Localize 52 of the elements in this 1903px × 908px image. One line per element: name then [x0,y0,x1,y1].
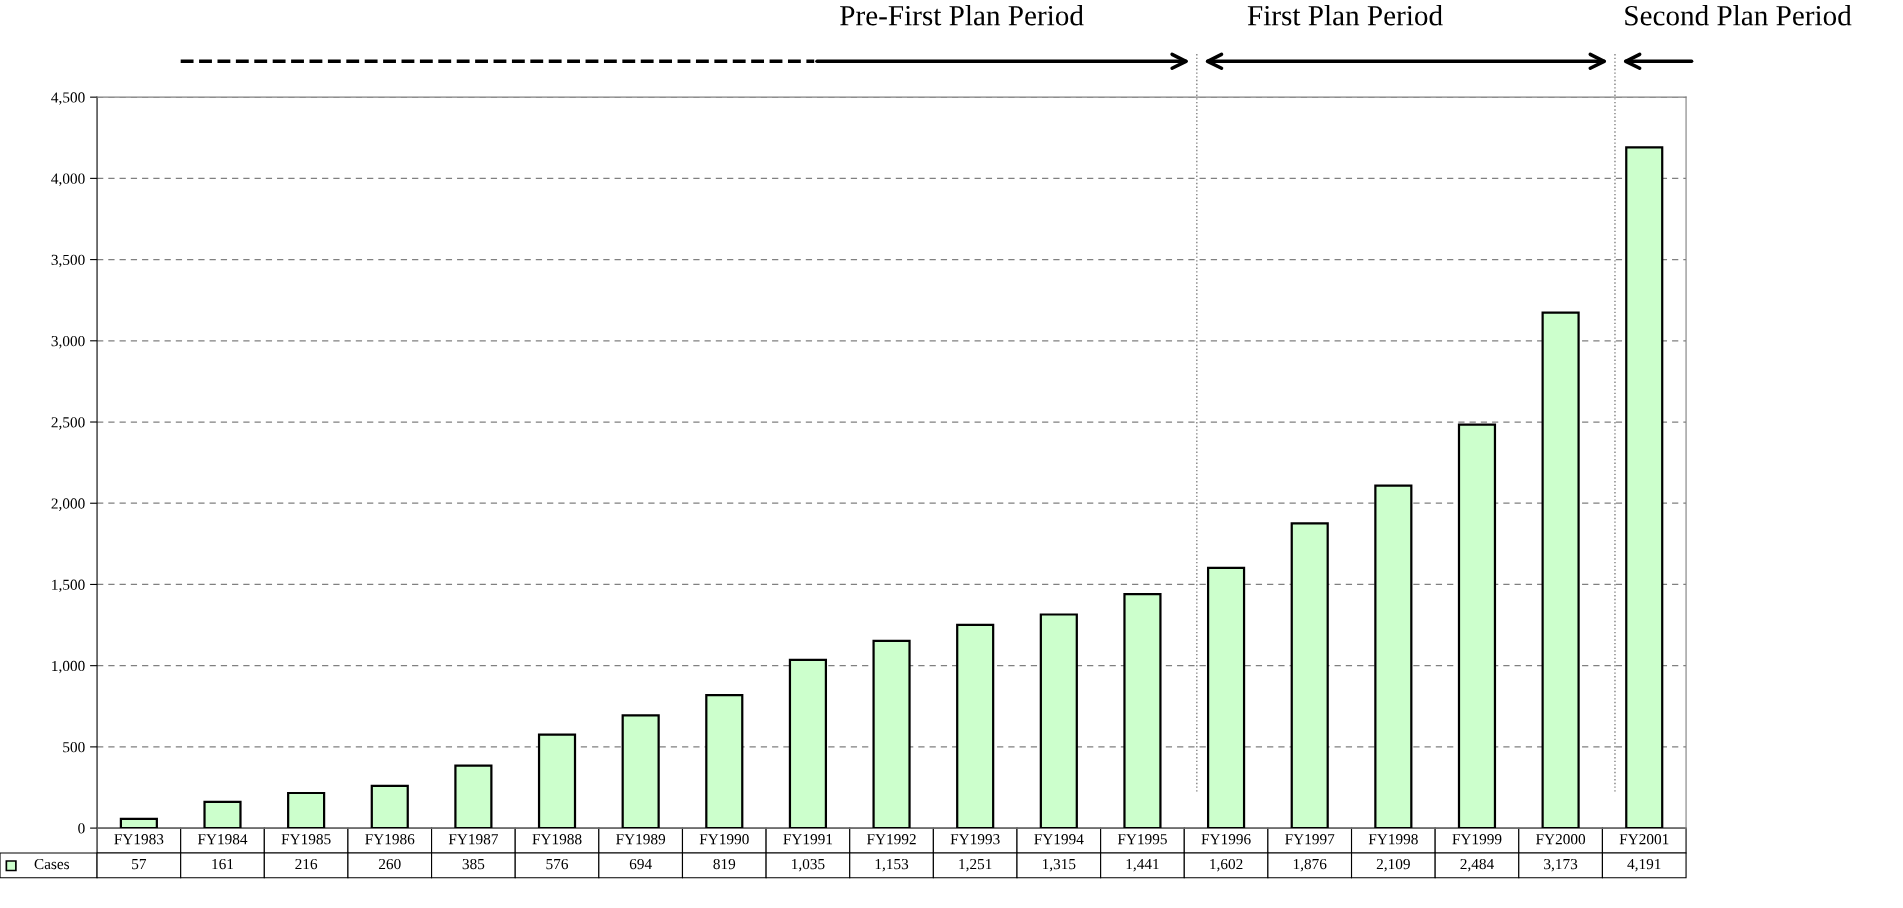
data-label: 2,484 [1460,858,1494,872]
y-tick-label: 3,000 [51,335,85,349]
x-tick-label: FY1997 [1285,834,1335,845]
data-label: 161 [212,858,234,870]
data-label: 3,173 [1544,858,1578,872]
x-tick-label: FY2001 [1619,834,1669,845]
data-label: 385 [462,858,485,870]
x-tick-label: FY1987 [448,834,498,845]
x-tick-label: FY1991 [783,834,833,845]
x-tick-label: FY1990 [699,834,749,845]
y-tick-label: 500 [63,742,85,753]
x-tick-label: FY1989 [616,834,666,845]
y-tick-label: 1,000 [52,660,85,674]
data-label: 1,153 [875,858,909,872]
data-label: 260 [378,858,401,870]
x-tick-label: FY1992 [866,834,916,845]
x-tick-label: FY1999 [1452,834,1502,845]
y-tick-label: 2,000 [51,498,85,511]
data-label: 57 [132,859,147,870]
data-label: 694 [629,858,652,870]
y-tick-label: 3,500 [51,254,85,268]
x-tick-label: FY1996 [1201,834,1251,845]
x-tick-label: FY1994 [1034,834,1084,845]
x-tick-label: FY1983 [114,834,164,845]
data-label: 1,251 [959,858,992,872]
data-label: 819 [713,858,736,870]
x-tick-label: FY2000 [1536,834,1586,845]
text: First Plan Period [1247,4,1443,26]
x-tick-label: FY1988 [532,834,582,845]
x-tick-label: FY1986 [365,834,415,845]
x-tick-label: FY1985 [281,834,331,845]
data-label: 4,191 [1627,858,1661,872]
data-label: 1,441 [1126,858,1159,872]
data-label: 1,035 [792,858,825,872]
data-label: 216 [295,858,318,870]
y-tick-label: 4,000 [51,173,85,187]
y-tick-label: 0 [78,823,85,834]
x-tick-label: FY1995 [1117,834,1167,845]
data-label: 2,109 [1376,858,1410,872]
legend-label: Cases [34,858,70,870]
y-tick-label: 4,500 [51,92,85,105]
data-label: 1,315 [1042,858,1076,872]
data-label: 1,602 [1210,858,1243,872]
x-tick-label: FY1993 [950,834,1000,845]
x-tick-label: FY1998 [1368,834,1418,845]
data-label: 1,876 [1293,858,1327,872]
text: Pre-First Plan Period [840,4,1084,26]
x-tick-label: FY1984 [197,834,248,845]
text: Second Plan Period [1625,4,1852,26]
data-label: 576 [546,858,569,870]
y-tick-label: 2,500 [51,417,85,430]
y-tick-label: 1,500 [52,579,85,593]
